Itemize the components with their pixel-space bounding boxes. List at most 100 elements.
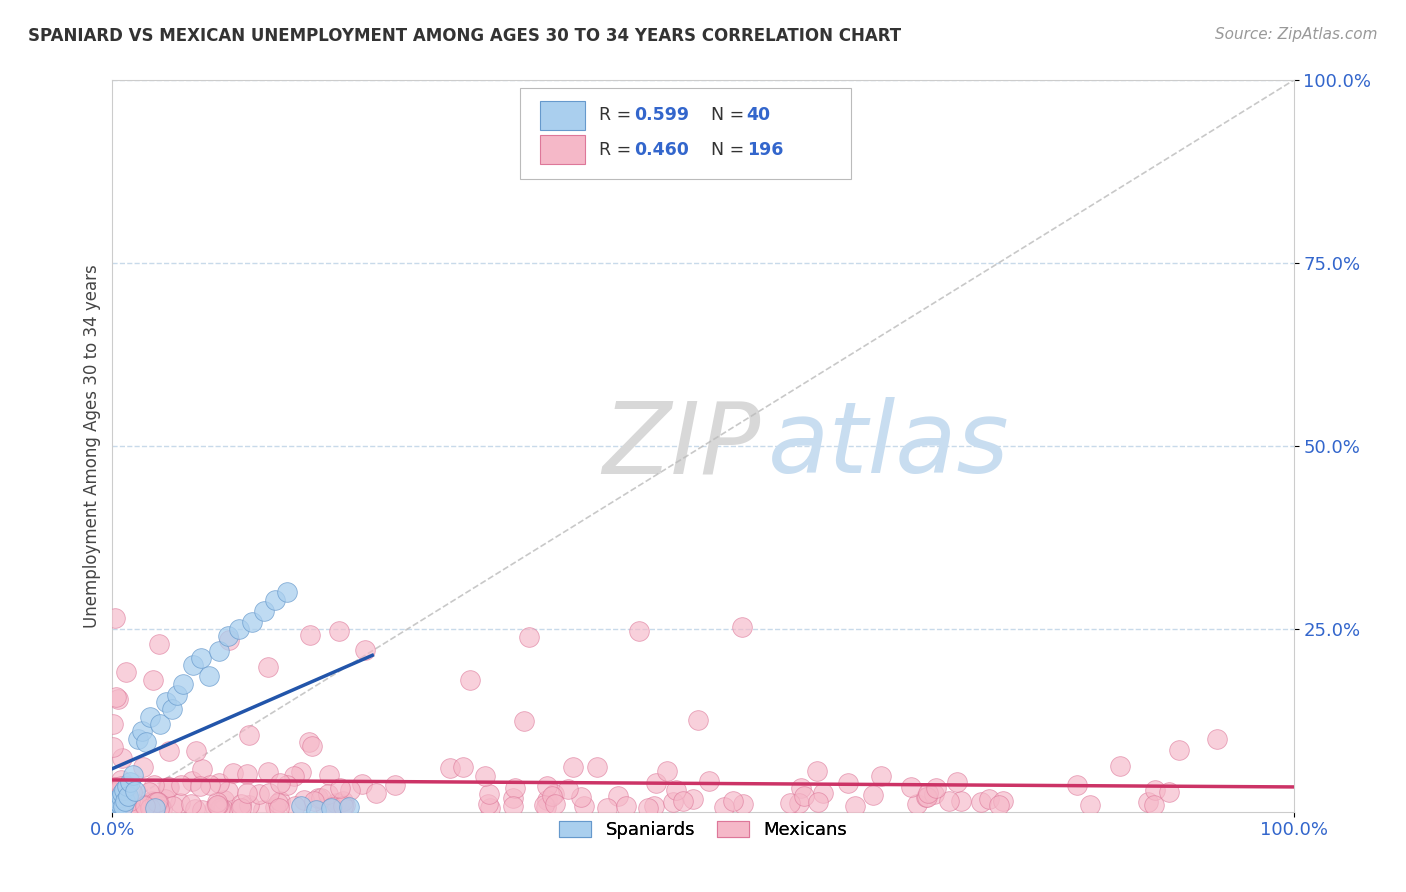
Point	[121, 785, 143, 799]
Point	[240, 615, 263, 629]
Point	[145, 795, 167, 809]
Point	[787, 796, 810, 810]
Point	[862, 788, 884, 802]
Point	[807, 795, 830, 809]
Point	[101, 717, 124, 731]
Point	[136, 797, 159, 812]
Point	[117, 789, 139, 803]
Point	[914, 789, 936, 804]
Point	[657, 764, 679, 779]
Point	[332, 798, 354, 813]
Point	[332, 794, 354, 808]
Point	[156, 780, 179, 795]
Point	[229, 797, 252, 811]
Point	[301, 739, 323, 753]
Point	[207, 797, 229, 812]
Point	[665, 783, 688, 797]
Point	[607, 789, 630, 803]
Point	[143, 795, 166, 809]
Text: ZIP: ZIP	[603, 398, 761, 494]
Point	[207, 797, 229, 812]
Point	[477, 797, 499, 812]
Point	[949, 794, 972, 808]
Point	[124, 784, 146, 798]
Point	[731, 797, 754, 811]
Point	[107, 791, 129, 805]
Point	[614, 798, 637, 813]
Point	[645, 775, 668, 789]
Point	[148, 637, 170, 651]
Point	[169, 796, 191, 810]
Point	[188, 779, 211, 793]
Point	[596, 801, 619, 815]
FancyBboxPatch shape	[520, 87, 851, 179]
Point	[1109, 759, 1132, 773]
Point	[115, 798, 138, 813]
Point	[1143, 797, 1166, 812]
Text: R =: R =	[599, 106, 637, 124]
Point	[536, 792, 558, 806]
Point	[150, 802, 173, 816]
Point	[264, 592, 287, 607]
Point	[384, 778, 406, 792]
Point	[1136, 795, 1159, 809]
Point	[298, 734, 321, 748]
Point	[101, 785, 124, 799]
Point	[900, 780, 922, 795]
Point	[190, 651, 212, 665]
Point	[925, 780, 948, 795]
Point	[276, 585, 298, 599]
Point	[977, 792, 1000, 806]
Point	[458, 673, 481, 688]
Point	[319, 801, 342, 815]
Point	[1167, 743, 1189, 757]
Point	[104, 798, 127, 813]
Point	[290, 798, 312, 813]
Point	[257, 764, 280, 779]
Point	[451, 760, 474, 774]
Point	[157, 744, 180, 758]
Point	[661, 795, 683, 809]
Point	[103, 780, 125, 794]
Point	[166, 688, 188, 702]
Point	[321, 800, 343, 814]
Point	[325, 797, 347, 811]
Point	[134, 798, 156, 813]
FancyBboxPatch shape	[540, 101, 585, 130]
Point	[991, 794, 1014, 808]
Point	[328, 624, 350, 639]
Point	[544, 797, 567, 811]
Point	[127, 731, 149, 746]
Point	[186, 744, 208, 758]
Point	[191, 804, 214, 818]
Point	[212, 793, 235, 807]
Point	[110, 790, 132, 805]
Text: SPANIARD VS MEXICAN UNEMPLOYMENT AMONG AGES 30 TO 34 YEARS CORRELATION CHART: SPANIARD VS MEXICAN UNEMPLOYMENT AMONG A…	[28, 27, 901, 45]
Point	[110, 772, 132, 787]
Point	[844, 799, 866, 814]
Point	[318, 768, 340, 782]
Point	[236, 767, 259, 781]
Point	[104, 780, 127, 794]
Point	[478, 801, 501, 815]
Point	[155, 695, 177, 709]
Point	[104, 797, 127, 811]
Point	[160, 702, 183, 716]
Point	[143, 801, 166, 815]
Point	[208, 801, 231, 815]
Point	[533, 797, 555, 812]
Point	[118, 794, 141, 808]
Point	[283, 769, 305, 783]
Point	[111, 780, 134, 794]
Point	[439, 761, 461, 775]
Point	[811, 787, 834, 801]
Point	[307, 790, 329, 805]
Point	[104, 793, 127, 807]
Point	[135, 735, 157, 749]
Point	[205, 795, 228, 809]
Point	[238, 797, 260, 812]
Point	[217, 629, 239, 643]
Point	[267, 796, 290, 810]
Point	[112, 798, 135, 813]
Point	[208, 803, 231, 817]
